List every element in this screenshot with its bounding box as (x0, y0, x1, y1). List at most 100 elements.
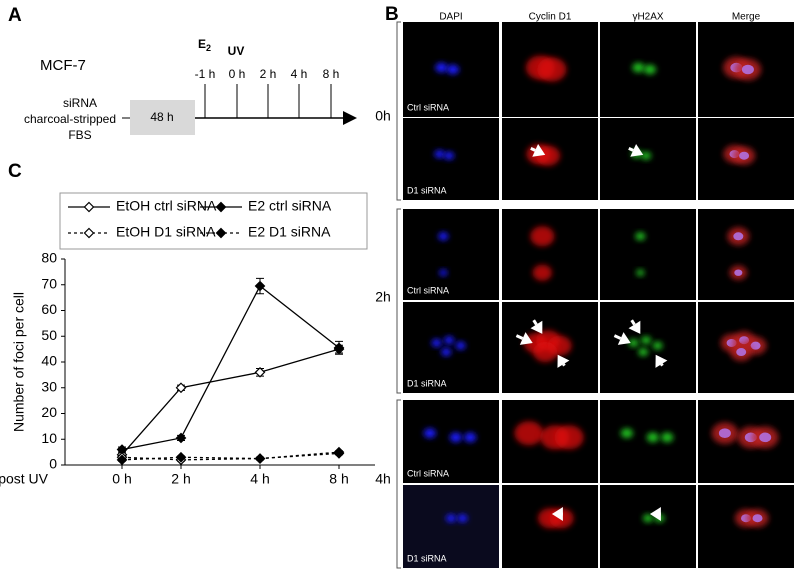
column-header: Cyclin D1 (529, 12, 572, 23)
cell-signal (444, 151, 455, 160)
timepoint: 0 h (229, 67, 246, 81)
timepoint: -1 h (195, 67, 216, 81)
duration-box (130, 100, 195, 135)
micrograph (403, 302, 499, 393)
legend-marker (215, 201, 227, 213)
x-tick-label: 4 h (250, 471, 269, 487)
arrowhead (343, 111, 357, 125)
cell-signal (718, 428, 731, 439)
bracket (396, 21, 401, 201)
cell-signal (446, 64, 459, 75)
chart: 0 10 20 30 40 50 60 70 80 0 h 2 h 4 h 8 h EtOH ctrl s… (41, 198, 375, 487)
micrograph (600, 302, 696, 393)
cell-signal (441, 348, 452, 357)
cell-signal (646, 432, 659, 443)
arrow-head (551, 507, 563, 522)
cell-signal (431, 338, 442, 347)
micrograph (403, 400, 499, 483)
series-line (121, 452, 340, 461)
y-tick-label: 30 (41, 378, 57, 394)
arrow (530, 146, 536, 152)
cell-signal (620, 428, 633, 439)
timepoint: 2 h (260, 67, 277, 81)
cell-signal (734, 269, 743, 276)
row-label: Ctrl siRNA (407, 285, 449, 295)
micrograph (600, 209, 696, 300)
y-tick-label: 70 (41, 275, 57, 291)
cell-signal (434, 150, 445, 159)
column-header: DAPI (439, 12, 462, 23)
y-axis-label: Number of foci per cell (11, 292, 27, 432)
timepoints: -1 h 0 h 2 h 4 h 8 h (195, 67, 339, 118)
legend-label: EtOH D1 siRNA (116, 224, 216, 240)
cell-signal (537, 57, 567, 82)
group-label: 0h (375, 108, 391, 124)
marker (116, 454, 128, 466)
panel-letter: B (385, 4, 399, 25)
cell-signal (643, 64, 656, 75)
panel-letter: A (8, 5, 22, 26)
micrograph (403, 485, 499, 568)
arrow (630, 319, 636, 326)
cell-signal (532, 264, 552, 281)
cell-signal (533, 342, 558, 363)
x-tick-label: 2 h (171, 471, 190, 487)
cell-signal (641, 151, 652, 160)
arrow-head (628, 320, 641, 334)
arrow-head (630, 143, 644, 157)
arrow (515, 334, 524, 340)
cell-signal (739, 151, 750, 160)
legend-marker (83, 201, 95, 213)
cell-signal (635, 232, 646, 241)
legend-label: E2 ctrl siRNA (248, 198, 332, 214)
arrow (613, 334, 622, 340)
group-label: 2h (375, 289, 391, 305)
marker (175, 432, 187, 444)
y-tick-label: 10 (41, 430, 57, 446)
treatment: charcoal-stripped (24, 112, 116, 126)
cell-signal (514, 421, 544, 446)
cell-signal (457, 514, 468, 523)
cell-signal (455, 341, 466, 350)
row-label: D1 siRNA (407, 185, 447, 195)
cell-signal (449, 432, 462, 443)
cell-signal (530, 226, 555, 247)
cell-signal (641, 336, 652, 345)
micrograph (403, 209, 499, 300)
treatment: FBS (68, 128, 91, 142)
arrow-head (617, 332, 631, 345)
row-label: D1 siRNA (407, 553, 447, 563)
cell-signal (423, 428, 436, 439)
e2-label: E2 (198, 37, 211, 53)
legend-label: EtOH ctrl siRNA (116, 198, 217, 214)
arrow-head (557, 354, 570, 368)
micrograph (502, 209, 598, 300)
cell-signal (643, 514, 653, 523)
series-line (121, 285, 340, 451)
marker (175, 382, 187, 394)
cell-signal (750, 341, 761, 350)
cell-signal (652, 341, 663, 350)
marker (254, 453, 266, 464)
arrow-head (519, 332, 533, 345)
x-tick-label: 0 h (112, 471, 131, 487)
treatment: siRNA (63, 96, 97, 110)
arrow-head (530, 320, 543, 334)
arrow-head (532, 143, 546, 157)
duration: 48 h (150, 110, 173, 124)
bracket (396, 399, 401, 569)
arrow (628, 146, 634, 152)
y-tick-label: 60 (41, 301, 57, 317)
cell-signal (435, 62, 448, 73)
row-label: D1 siRNA (407, 378, 447, 388)
cell-signal (446, 514, 456, 523)
micrographs: DAPI Cyclin D1 γH2AX Merge Ctrl siRNA D1 siRN… (375, 12, 794, 569)
micrograph (600, 400, 696, 483)
x-tick-label: 8 h (329, 471, 348, 487)
y-tick-label: 0 (49, 456, 57, 472)
marker (254, 280, 266, 292)
marker (254, 366, 266, 378)
e2-sub: 2 (206, 43, 211, 53)
